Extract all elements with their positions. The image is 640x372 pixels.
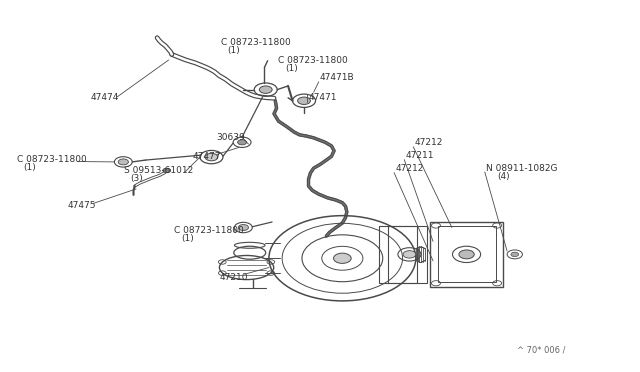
Text: C 08723-11800: C 08723-11800 xyxy=(278,56,348,65)
Text: (1): (1) xyxy=(227,46,240,55)
Circle shape xyxy=(511,252,518,257)
Text: S 09513-61012: S 09513-61012 xyxy=(124,166,193,174)
Circle shape xyxy=(238,225,248,231)
Text: C 08723-11800: C 08723-11800 xyxy=(174,226,244,235)
Text: 47212: 47212 xyxy=(396,164,424,173)
Circle shape xyxy=(459,250,474,259)
Text: (1): (1) xyxy=(23,163,36,172)
Text: 47212: 47212 xyxy=(415,138,443,147)
Text: (3): (3) xyxy=(131,174,143,183)
Text: 47211: 47211 xyxy=(406,151,434,160)
Circle shape xyxy=(259,86,272,93)
Bar xyxy=(430,222,503,287)
Circle shape xyxy=(163,168,171,173)
Text: (4): (4) xyxy=(497,172,510,181)
Text: N 08911-1082G: N 08911-1082G xyxy=(486,164,557,173)
Circle shape xyxy=(333,253,351,263)
Text: 47210: 47210 xyxy=(219,273,248,282)
Text: C 08723-11800: C 08723-11800 xyxy=(221,38,291,47)
Text: 47474: 47474 xyxy=(90,93,118,102)
Text: (1): (1) xyxy=(180,234,193,243)
Circle shape xyxy=(118,159,129,165)
Text: 47477: 47477 xyxy=(192,152,221,161)
Text: (1): (1) xyxy=(285,64,298,73)
Circle shape xyxy=(205,153,218,161)
Text: C 08723-11800: C 08723-11800 xyxy=(17,155,86,164)
Circle shape xyxy=(403,251,416,258)
Circle shape xyxy=(237,140,246,145)
Text: ^ 70* 006 /: ^ 70* 006 / xyxy=(516,345,565,354)
Text: 47471B: 47471B xyxy=(320,73,355,82)
Bar xyxy=(438,227,495,282)
Text: 47471: 47471 xyxy=(308,93,337,102)
Bar xyxy=(388,226,427,283)
Circle shape xyxy=(298,97,310,105)
Text: 30639: 30639 xyxy=(216,133,245,142)
Bar xyxy=(379,226,417,283)
Text: 47475: 47475 xyxy=(68,201,96,210)
